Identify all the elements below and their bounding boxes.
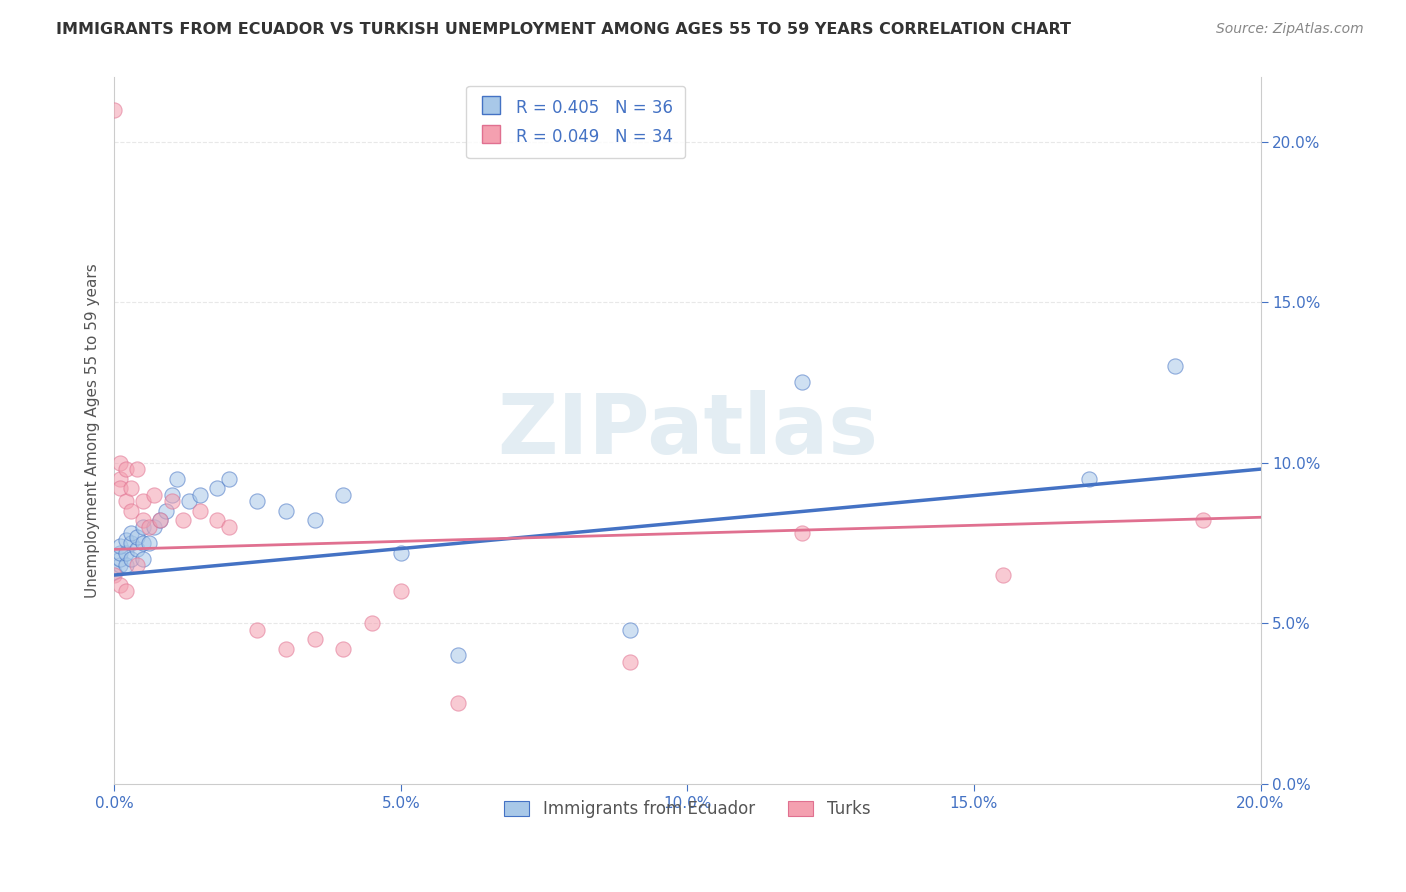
Point [246, 494, 269, 508]
Y-axis label: Unemployment Among Ages 55 to 59 years: Unemployment Among Ages 55 to 59 years [86, 263, 100, 598]
Point [619, 655, 641, 669]
Point [304, 513, 326, 527]
Point [619, 623, 641, 637]
Point [166, 472, 188, 486]
Text: IMMIGRANTS FROM ECUADOR VS TURKISH UNEMPLOYMENT AMONG AGES 55 TO 59 YEARS CORREL: IMMIGRANTS FROM ECUADOR VS TURKISH UNEMP… [56, 22, 1071, 37]
Point [138, 520, 160, 534]
Point [120, 552, 142, 566]
Point [218, 520, 240, 534]
Point [108, 456, 131, 470]
Point [1192, 513, 1215, 527]
Point [108, 577, 131, 591]
Point [138, 536, 160, 550]
Point [132, 494, 155, 508]
Point [108, 545, 131, 559]
Text: Source: ZipAtlas.com: Source: ZipAtlas.com [1216, 22, 1364, 37]
Point [1163, 359, 1185, 374]
Point [304, 632, 326, 647]
Point [207, 513, 229, 527]
Point [155, 504, 177, 518]
Point [114, 462, 136, 476]
Point [149, 513, 172, 527]
Point [160, 488, 183, 502]
Point [127, 529, 149, 543]
Point [143, 488, 166, 502]
Text: ZIPatlas: ZIPatlas [496, 390, 877, 471]
Point [447, 648, 470, 663]
Point [218, 472, 240, 486]
Point [103, 565, 125, 579]
Point [790, 526, 813, 541]
Point [103, 568, 125, 582]
Legend: Immigrants from Ecuador, Turks: Immigrants from Ecuador, Turks [498, 794, 877, 825]
Point [114, 545, 136, 559]
Point [120, 482, 142, 496]
Point [276, 504, 298, 518]
Point [389, 545, 412, 559]
Point [120, 504, 142, 518]
Point [188, 488, 211, 502]
Point [207, 482, 229, 496]
Point [132, 536, 155, 550]
Point [447, 697, 470, 711]
Point [108, 482, 131, 496]
Point [332, 488, 354, 502]
Point [332, 641, 354, 656]
Point [127, 462, 149, 476]
Point [790, 376, 813, 390]
Point [172, 513, 194, 527]
Point [127, 542, 149, 557]
Point [108, 558, 131, 573]
Point [991, 568, 1014, 582]
Point [108, 539, 131, 553]
Point [160, 494, 183, 508]
Point [143, 520, 166, 534]
Point [114, 584, 136, 599]
Point [361, 616, 384, 631]
Point [188, 504, 211, 518]
Point [276, 641, 298, 656]
Point [120, 536, 142, 550]
Point [114, 533, 136, 547]
Point [103, 103, 125, 117]
Point [114, 558, 136, 573]
Point [149, 513, 172, 527]
Point [1077, 472, 1099, 486]
Point [132, 513, 155, 527]
Point [177, 494, 200, 508]
Point [246, 623, 269, 637]
Point [120, 526, 142, 541]
Point [114, 494, 136, 508]
Point [389, 584, 412, 599]
Point [127, 558, 149, 573]
Point [132, 552, 155, 566]
Point [132, 520, 155, 534]
Point [108, 552, 131, 566]
Point [108, 472, 131, 486]
